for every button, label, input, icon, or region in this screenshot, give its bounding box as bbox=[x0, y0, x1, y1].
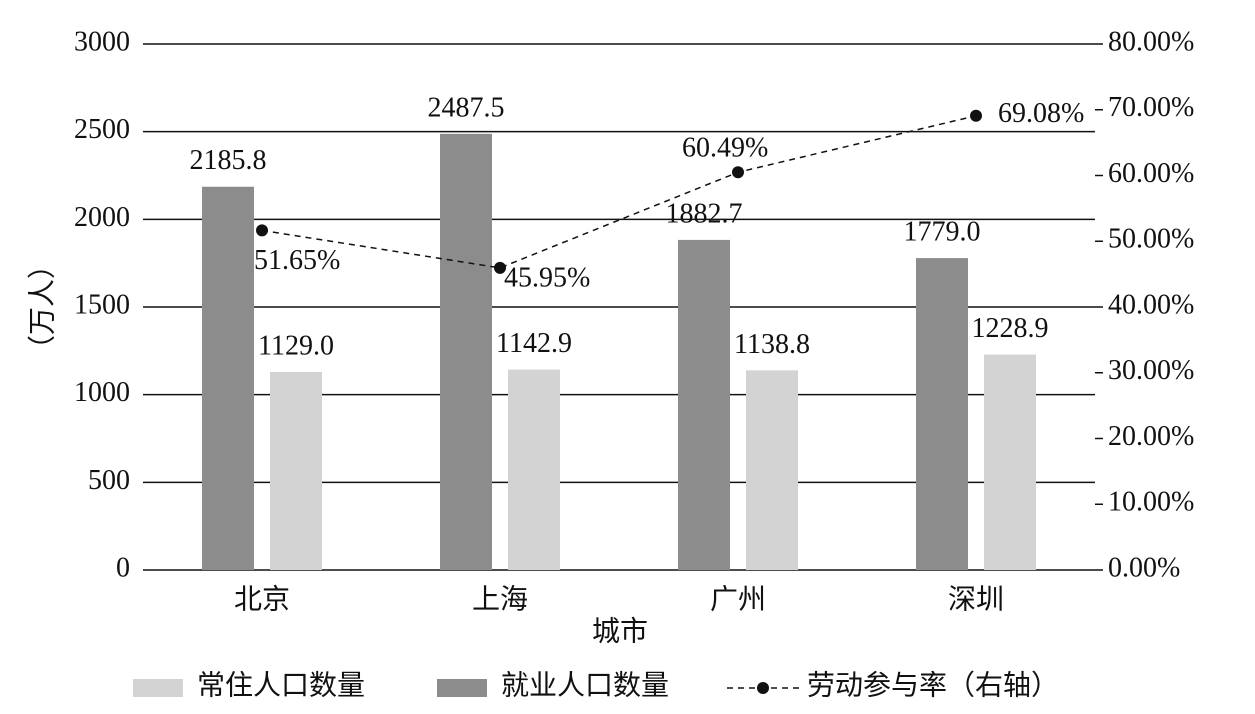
y2-tick-label: 30.00% bbox=[1108, 355, 1194, 386]
y2-tick-label: 10.00% bbox=[1108, 487, 1194, 518]
data-label: 51.65% bbox=[254, 245, 340, 276]
y-tick-label: 2000 bbox=[74, 202, 130, 233]
legend-label: 劳动参与率（右轴） bbox=[807, 669, 1059, 701]
y2-tick-label: 50.00% bbox=[1108, 224, 1194, 255]
data-label: 1882.7 bbox=[666, 198, 743, 229]
bar bbox=[984, 354, 1036, 570]
y2-tick-label: 60.00% bbox=[1108, 158, 1194, 189]
y-tick-label: 3000 bbox=[74, 26, 130, 57]
x-tick-label: 北京 bbox=[234, 583, 290, 615]
x-tick-label: 深圳 bbox=[948, 584, 1004, 615]
point bbox=[970, 109, 982, 122]
data-label: 1779.0 bbox=[904, 217, 981, 248]
y2-tick-label: 80.00% bbox=[1108, 26, 1194, 57]
bar bbox=[440, 133, 492, 570]
bar bbox=[916, 258, 968, 570]
data-label: 1142.9 bbox=[496, 328, 572, 359]
x-axis-label: 城市 bbox=[592, 615, 648, 647]
y2-tick-label: 40.00% bbox=[1108, 289, 1194, 320]
legend-swatch bbox=[437, 679, 487, 697]
data-label: 69.08% bbox=[998, 98, 1084, 129]
line bbox=[261, 115, 977, 269]
y-tick-label: 500 bbox=[88, 465, 130, 496]
bar bbox=[678, 239, 730, 570]
legend-label: 就业人口数量 bbox=[501, 669, 669, 701]
bar bbox=[508, 369, 560, 570]
bar bbox=[270, 372, 322, 570]
y-axis-label: （万人） bbox=[26, 251, 58, 363]
data-label: 1138.8 bbox=[734, 329, 810, 360]
data-label: 1129.0 bbox=[258, 330, 334, 361]
point bbox=[256, 224, 268, 237]
data-label: 60.49% bbox=[682, 133, 768, 164]
legend-swatch bbox=[133, 679, 183, 697]
x-tick-label: 上海 bbox=[472, 583, 528, 615]
y2-tick-label: 20.00% bbox=[1108, 421, 1194, 452]
y2-tick-label: 70.00% bbox=[1108, 92, 1194, 123]
data-label: 1228.9 bbox=[972, 313, 1049, 344]
legend-label: 常住人口数量 bbox=[197, 669, 365, 701]
y2-tick-label: 0.00% bbox=[1108, 552, 1180, 583]
y-tick-label: 0 bbox=[116, 552, 130, 583]
bar bbox=[746, 370, 798, 570]
point bbox=[494, 261, 506, 274]
y-tick-label: 2500 bbox=[74, 114, 130, 145]
bar bbox=[202, 186, 254, 570]
point bbox=[732, 166, 744, 179]
y-tick-label: 1000 bbox=[74, 377, 130, 408]
data-label: 2487.5 bbox=[428, 92, 505, 123]
data-label: 2185.8 bbox=[190, 145, 267, 176]
y-tick-label: 1500 bbox=[74, 289, 130, 320]
x-tick-label: 广州 bbox=[710, 583, 766, 615]
data-label: 45.95% bbox=[504, 262, 590, 293]
legend-marker bbox=[757, 682, 769, 694]
